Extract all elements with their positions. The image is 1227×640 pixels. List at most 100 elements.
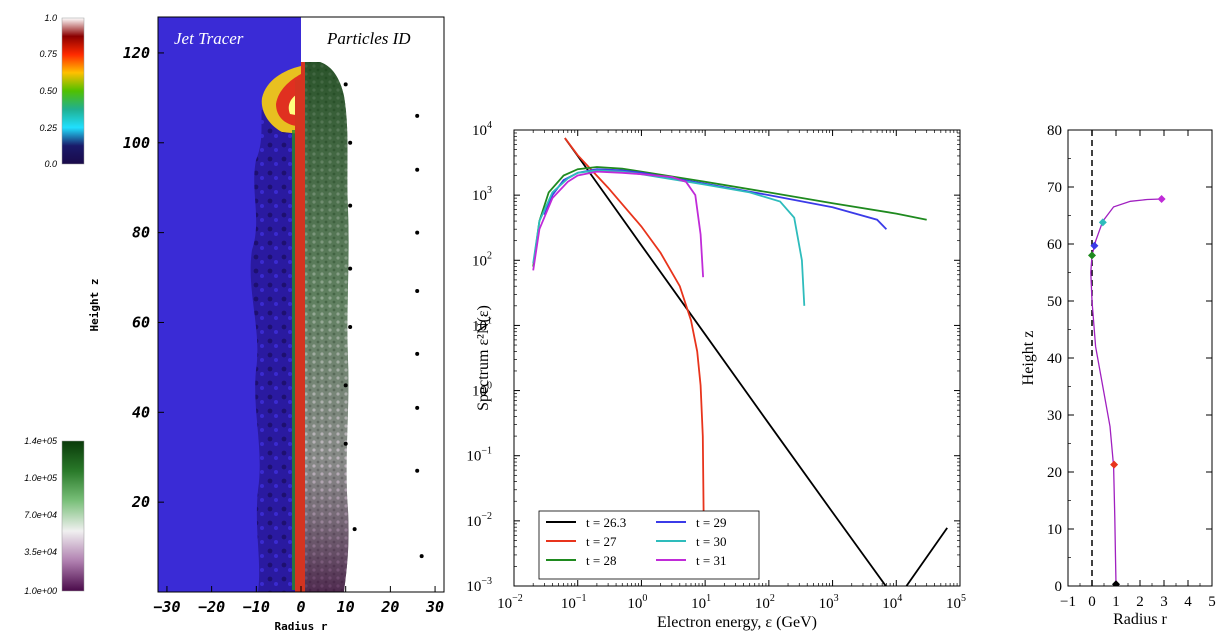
legend-label-0: t = 26.3 [586,515,626,530]
trajectory-lines [1088,130,1166,586]
colorbar-bottom-label-4: 1.0e+00 [24,586,57,596]
particle-dot [415,468,420,473]
sim-xtick-label: 30 [425,598,444,616]
colorbar-bottom-label-3: 3.5e+04 [24,547,57,557]
spectrum-ylabel: Spectrum ε²N(ε) [475,305,492,411]
trajectory-marker-5 [1157,194,1166,203]
legend-items: t = 26.3 t = 27 t = 28 t = 29 t = 30 t = 31 [546,515,726,568]
legend-label-2: t = 28 [586,553,616,568]
trajectory-frame [1067,129,1213,587]
spectrum-xtick-label: 104 [882,593,902,612]
trajectory-xtick-label: 0 [1088,594,1096,610]
trajectory-marker-2 [1088,251,1096,260]
colorbar-bottom-label-1: 1.0e+05 [24,473,58,483]
trajectory-ylabel: Height z [1020,331,1037,386]
particles-id-label: Particles ID [326,29,411,48]
sim-ytick-label: 20 [131,493,150,511]
particles-region-shading [301,62,349,592]
sim-y-ticks: 120 100 80 60 40 20 [123,44,164,511]
particle-dot [343,82,348,87]
spectrum-series-3 [543,168,888,230]
particle-dot [415,113,420,118]
trajectory-ytick-label: 10 [1047,522,1062,538]
trajectory-marker-4 [1098,218,1107,227]
spectrum-legend: t = 26.3 t = 27 t = 28 t = 29 t = 30 t = 31 [538,510,760,580]
jet-spine-green [292,130,295,590]
trajectory-path [1090,198,1162,585]
spectrum-xtick-label: 103 [819,593,839,612]
spectrum-xtick-label: 100 [627,593,647,612]
spectrum-ytick-label: 10−3 [466,576,492,595]
sim-xtick-label: −30 [153,598,180,616]
trajectory-marker-1 [1110,460,1119,469]
colorbar-top-label-4: 0.0 [44,159,57,169]
particle-dot [415,351,420,356]
particle-dot [415,289,420,294]
colorbar-bottom: 1.4e+05 1.0e+05 7.0e+04 3.5e+04 1.0e+00 [24,436,85,596]
spectrum-lines [532,137,948,586]
particle-dot [415,405,420,410]
trajectory-ytick-label: 50 [1047,294,1062,310]
sim-ytick-label: 100 [123,134,150,152]
spectrum-frame [513,129,961,587]
trajectory-ytick-label: 30 [1047,408,1062,424]
spectrum-xtick-label: 101 [691,593,711,612]
spectrum-ytick-label: 102 [472,250,492,269]
spectrum-ytick-label: 10−1 [466,446,492,465]
sim-ytick-label: 60 [132,313,150,331]
particle-dot [343,441,348,446]
trajectory-ytick-label: 70 [1047,180,1062,196]
trajectory-ytick-label: 80 [1047,123,1062,139]
spectrum-plot: 10−2 10−1 100 101 102 103 104 105 10−3 10−2 10−1 10… [466,120,966,631]
colorbar-top-label-0: 1.0 [44,13,57,23]
sim-x-ticks: −30 −20 −10 0 10 20 30 [153,586,444,616]
particle-dot [352,527,357,532]
sim-xtick-label: 20 [380,598,399,616]
jet-spine-red [295,80,301,592]
colorbar-top-label-3: 0.25 [39,123,58,133]
legend-label-4: t = 30 [696,534,726,549]
jet-tracer-label: Jet Tracer [174,29,244,48]
sim-xlabel: Radius r [275,620,328,633]
trajectory-marker-3 [1090,241,1099,250]
trajectory-ytick-label: 40 [1047,351,1062,367]
trajectory-ytick-label: 60 [1047,237,1062,253]
colorbar-bottom-label-2: 7.0e+04 [24,510,57,520]
sim-xtick-label: −10 [243,598,270,616]
particle-dot [343,383,348,388]
trajectory-ytick-label: 20 [1047,465,1062,481]
particle-dot [415,230,420,235]
trajectory-xtick-label: 4 [1184,594,1192,610]
spectrum-xlabel: Electron energy, ε (GeV) [657,614,817,631]
colorbar-top: 1.0 0.75 0.50 0.25 0.0 [39,13,85,169]
spectrum-ytick-label: 103 [472,185,492,204]
colorbar-top-label-2: 0.50 [39,86,57,96]
particle-dot [348,324,353,329]
sim-ylabel: Height z [88,279,101,332]
spectrum-xtick-label: 10−2 [497,593,523,612]
particle-dot [419,554,424,559]
trajectory-xtick-label: 1 [1112,594,1120,610]
spectrum-ytick-label: 104 [472,120,492,139]
spectrum-xtick-label: 102 [755,593,775,612]
trajectory-xtick-label: 2 [1136,594,1144,610]
particle-dot [348,140,353,145]
legend-label-5: t = 31 [696,553,726,568]
sim-ytick-label: 80 [132,224,150,242]
spectrum-series-2 [532,166,927,267]
spectrum-ytick-label: 10−2 [466,511,492,530]
sim-xtick-label: 10 [337,598,355,616]
colorbar-bottom-label-0: 1.4e+05 [24,436,58,446]
spectrum-series-5 [532,170,704,278]
colorbar-bottom-bar [61,440,85,592]
trajectory-ytick-label: 0 [1055,579,1063,595]
colorbar-top-label-1: 0.75 [39,49,58,59]
particles-axis-line [301,62,305,592]
particle-dot [348,266,353,271]
trajectory-xtick-label: 5 [1208,594,1216,610]
trajectory-xtick-label: −1 [1060,594,1076,610]
